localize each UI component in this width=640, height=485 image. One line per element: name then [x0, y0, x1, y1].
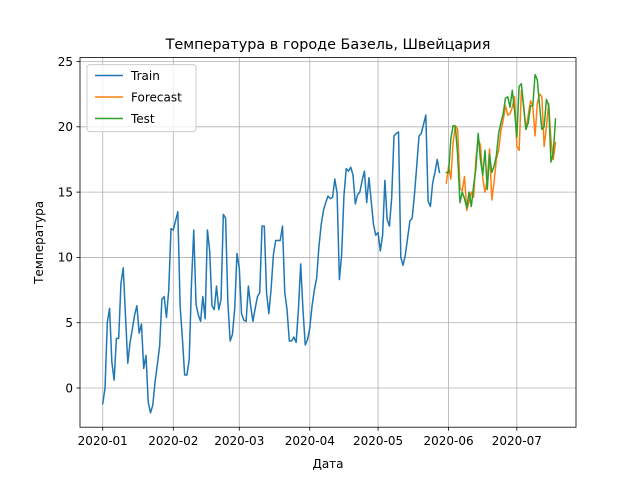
x-tick-label: 2020-01 [78, 434, 128, 448]
x-tick-label: 2020-03 [214, 434, 264, 448]
y-tick-label: 20 [58, 120, 73, 134]
axis-ticks: 2020-01 2020-02 2020-03 2020-04 2020-05 2020-… [58, 55, 542, 448]
x-tick-label: 2020-02 [148, 434, 198, 448]
series-line-forecast [445, 89, 557, 212]
legend-label-forecast: Forecast [131, 90, 182, 104]
legend-box [86, 64, 197, 133]
chart-title: Температура в городе Базель, Швейцария [165, 37, 491, 53]
plot-frame [79, 57, 577, 428]
y-tick-label: 10 [58, 251, 73, 265]
legend: Train Forecast Test [86, 64, 197, 133]
series-lines [101, 73, 557, 414]
y-tick-label: 0 [65, 381, 73, 395]
x-tick-label: 2020-05 [353, 434, 403, 448]
y-tick-label: 5 [65, 316, 73, 330]
x-axis-label: Дата [312, 457, 343, 471]
x-tick-label: 2020-07 [492, 434, 542, 448]
legend-label-train: Train [130, 69, 160, 83]
x-tick-label: 2020-04 [285, 434, 335, 448]
series-line-test [445, 73, 557, 209]
series-line-train [101, 114, 441, 414]
y-tick-label: 15 [58, 185, 73, 199]
x-tick-label: 2020-06 [424, 434, 474, 448]
y-axis-label: Температура [32, 201, 46, 285]
legend-label-test: Test [130, 112, 155, 126]
y-tick-label: 25 [58, 55, 73, 69]
